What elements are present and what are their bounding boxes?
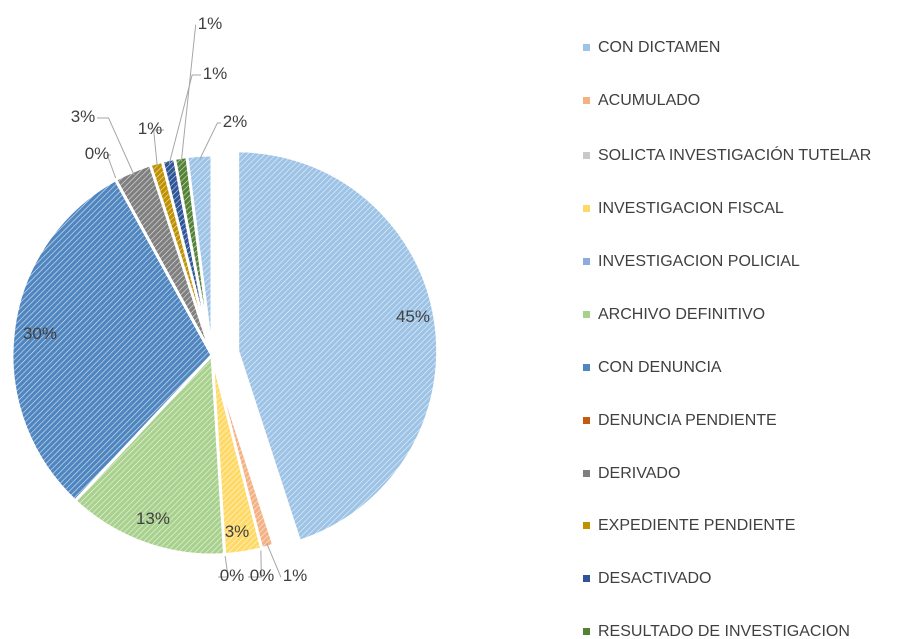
data-label: 1%	[283, 566, 308, 585]
leader-line	[106, 154, 119, 184]
legend-swatch	[583, 522, 590, 529]
data-label-value: 0	[250, 566, 259, 585]
legend-swatch	[583, 417, 590, 424]
leader-line	[180, 24, 197, 162]
legend-label: DESACTIVADO	[598, 570, 712, 587]
data-label-value: 3	[71, 107, 80, 126]
legend-swatch	[583, 575, 590, 582]
legend-swatch	[583, 152, 590, 159]
data-label: 0%	[85, 144, 110, 163]
legend-label: RESULTADO DE INVESTIGACION	[598, 623, 850, 639]
legend-label: SOLICTA INVESTIGACIÓN TUTELAR	[598, 147, 872, 164]
data-label-unit: %	[212, 64, 227, 83]
data-label-value: 3	[225, 522, 234, 541]
data-label-unit: %	[207, 14, 222, 33]
data-label-value: 30	[23, 324, 42, 343]
leader-line	[199, 122, 221, 160]
legend-swatch	[583, 628, 590, 635]
data-label-unit: %	[234, 522, 249, 541]
data-label: 1%	[138, 119, 163, 138]
data-label-value: 1	[283, 566, 292, 585]
data-label-unit: %	[155, 509, 170, 528]
data-label: 3%	[225, 522, 250, 541]
leader-line	[248, 544, 262, 578]
data-label-value: 2	[223, 112, 232, 131]
data-label-value: 45	[396, 307, 415, 326]
legend-label: ACUMULADO	[598, 92, 701, 109]
leader-line	[168, 74, 201, 164]
leader-line	[97, 117, 135, 176]
data-label-unit: %	[292, 566, 307, 585]
data-label-value: 1	[138, 119, 147, 138]
data-label: 1%	[203, 64, 228, 83]
data-label-value: 1	[198, 14, 207, 33]
data-label-value: 0	[220, 566, 229, 585]
leader-line	[218, 550, 229, 578]
data-label-unit: %	[147, 119, 162, 138]
data-label: 3%	[71, 107, 96, 126]
data-label: 0%	[250, 566, 275, 585]
legend-label: DERIVADO	[598, 465, 681, 482]
legend-swatch	[583, 205, 590, 212]
legend-swatch	[583, 311, 590, 318]
legend-label: EXPEDIENTE PENDIENTE	[598, 517, 796, 534]
data-label-value: 1	[203, 64, 212, 83]
data-label-value: 0	[85, 144, 94, 163]
data-label-unit: %	[229, 566, 244, 585]
data-label-unit: %	[415, 307, 430, 326]
legend-label: CON DICTAMEN	[598, 39, 721, 56]
data-label: 2%	[223, 112, 248, 131]
legend-swatch	[583, 97, 590, 104]
legend-swatch	[583, 44, 590, 51]
data-label-unit: %	[80, 107, 95, 126]
pie-slice	[10, 177, 214, 503]
data-label-unit: %	[259, 566, 274, 585]
data-label: 1%	[198, 14, 223, 33]
data-label: 13%	[136, 509, 170, 528]
data-label-unit: %	[94, 144, 109, 163]
data-label-value: 13	[136, 509, 155, 528]
pie-slice	[236, 149, 440, 544]
legend-swatch	[583, 258, 590, 265]
legend-label: CON DENUNCIA	[598, 359, 722, 376]
leader-line	[153, 129, 164, 167]
legend-label: INVESTIGACION FISCAL	[598, 200, 784, 217]
data-label: 0%	[220, 566, 245, 585]
pie-slice	[72, 351, 227, 557]
data-label-unit: %	[232, 112, 247, 131]
data-label: 30%	[23, 324, 57, 343]
legend-label: DENUNCIA PENDIENTE	[598, 412, 777, 429]
data-label-unit: %	[42, 324, 57, 343]
pie-slice	[185, 153, 214, 356]
legend-label: INVESTIGACION POLICIAL	[598, 253, 800, 270]
legend-swatch	[583, 364, 590, 371]
legend-label: ARCHIVO DEFINITIVO	[598, 306, 766, 323]
data-label: 45%	[396, 307, 430, 326]
leader-line	[266, 543, 282, 578]
legend-swatch	[583, 470, 590, 477]
